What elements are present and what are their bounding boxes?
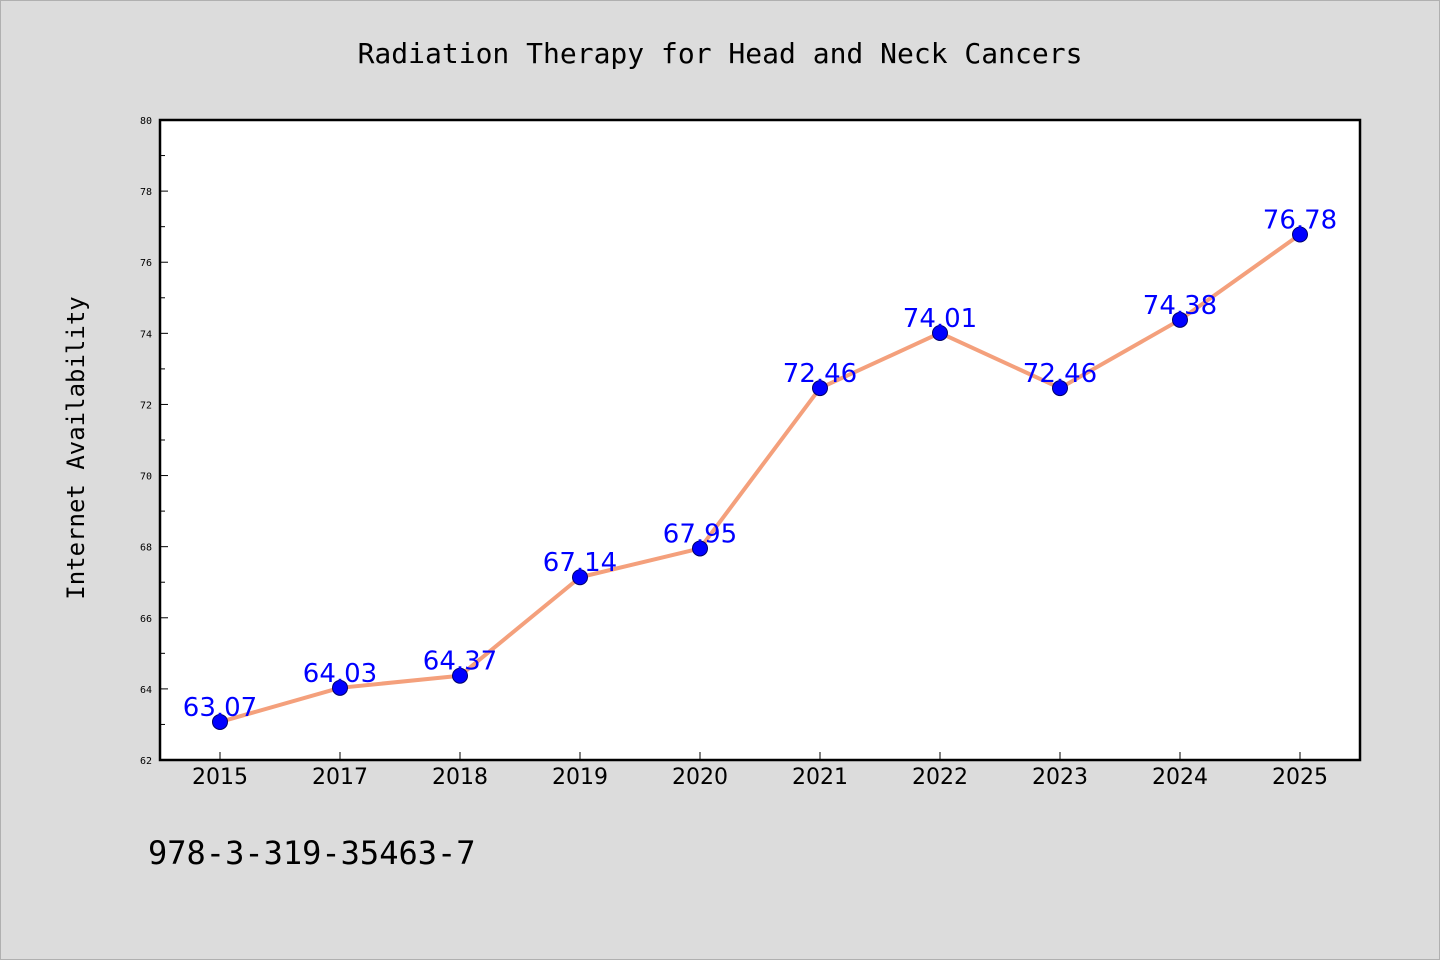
y-axis: 62 64 66 68 70 72 74 76 78 80 xyxy=(140,116,168,767)
data-label: 63.07 xyxy=(183,693,257,723)
y-tick-label: 66 xyxy=(140,614,152,625)
data-label: 72.46 xyxy=(1023,359,1097,389)
x-tick-label: 2023 xyxy=(1032,765,1088,790)
data-point xyxy=(1172,311,1188,328)
series-layer xyxy=(212,226,1308,730)
x-tick-label: 2015 xyxy=(192,765,248,790)
x-tick-label: 2024 xyxy=(1152,765,1208,790)
y-axis-label: Internet Availability xyxy=(62,296,90,599)
data-point xyxy=(452,667,468,684)
y-tick-label: 68 xyxy=(140,543,152,554)
x-axis: 2015 2017 2018 2019 2020 2021 2022 2023 2024 2025 xyxy=(192,752,1328,790)
data-point xyxy=(572,569,588,586)
y-tick-label: 74 xyxy=(140,329,152,340)
data-point xyxy=(1292,226,1308,243)
x-tick-label: 2021 xyxy=(792,765,848,790)
data-label: 74.38 xyxy=(1143,291,1217,321)
y-tick-label: 80 xyxy=(140,116,152,127)
y-tick-label: 64 xyxy=(140,685,152,696)
y-tick-label: 62 xyxy=(140,756,152,767)
data-labels: 63.07 64.03 64.37 67.14 67.95 72.46 74.01 72.46… xyxy=(183,205,1337,722)
data-point xyxy=(692,540,708,557)
data-point xyxy=(1052,380,1068,397)
data-point xyxy=(212,713,228,730)
y-tick-label: 70 xyxy=(140,472,152,483)
data-label: 67.95 xyxy=(663,519,737,549)
x-tick-label: 2017 xyxy=(312,765,368,790)
x-tick-label: 2019 xyxy=(552,765,608,790)
series-line xyxy=(219,232,1302,724)
y-tick-label: 78 xyxy=(140,187,152,198)
data-label: 74.01 xyxy=(903,304,977,334)
data-point xyxy=(812,380,828,397)
data-point xyxy=(332,679,348,696)
x-tick-label: 2018 xyxy=(432,765,488,790)
data-label: 76.78 xyxy=(1263,205,1337,235)
y-tick-label: 76 xyxy=(140,258,152,269)
x-tick-label: 2022 xyxy=(912,765,968,790)
plot-area xyxy=(158,118,1362,762)
data-label: 64.37 xyxy=(423,647,497,677)
chart-title: Radiation Therapy for Head and Neck Canc… xyxy=(358,37,1083,70)
x-tick-label: 2025 xyxy=(1272,765,1328,790)
x-tick-label: 2020 xyxy=(672,765,728,790)
data-point xyxy=(932,324,948,341)
data-label: 67.14 xyxy=(543,548,617,578)
isbn-text: 978-3-319-35463-7 xyxy=(148,834,476,872)
y-tick-label: 72 xyxy=(140,400,152,411)
data-label: 64.03 xyxy=(303,659,377,689)
data-label: 72.46 xyxy=(783,359,857,389)
